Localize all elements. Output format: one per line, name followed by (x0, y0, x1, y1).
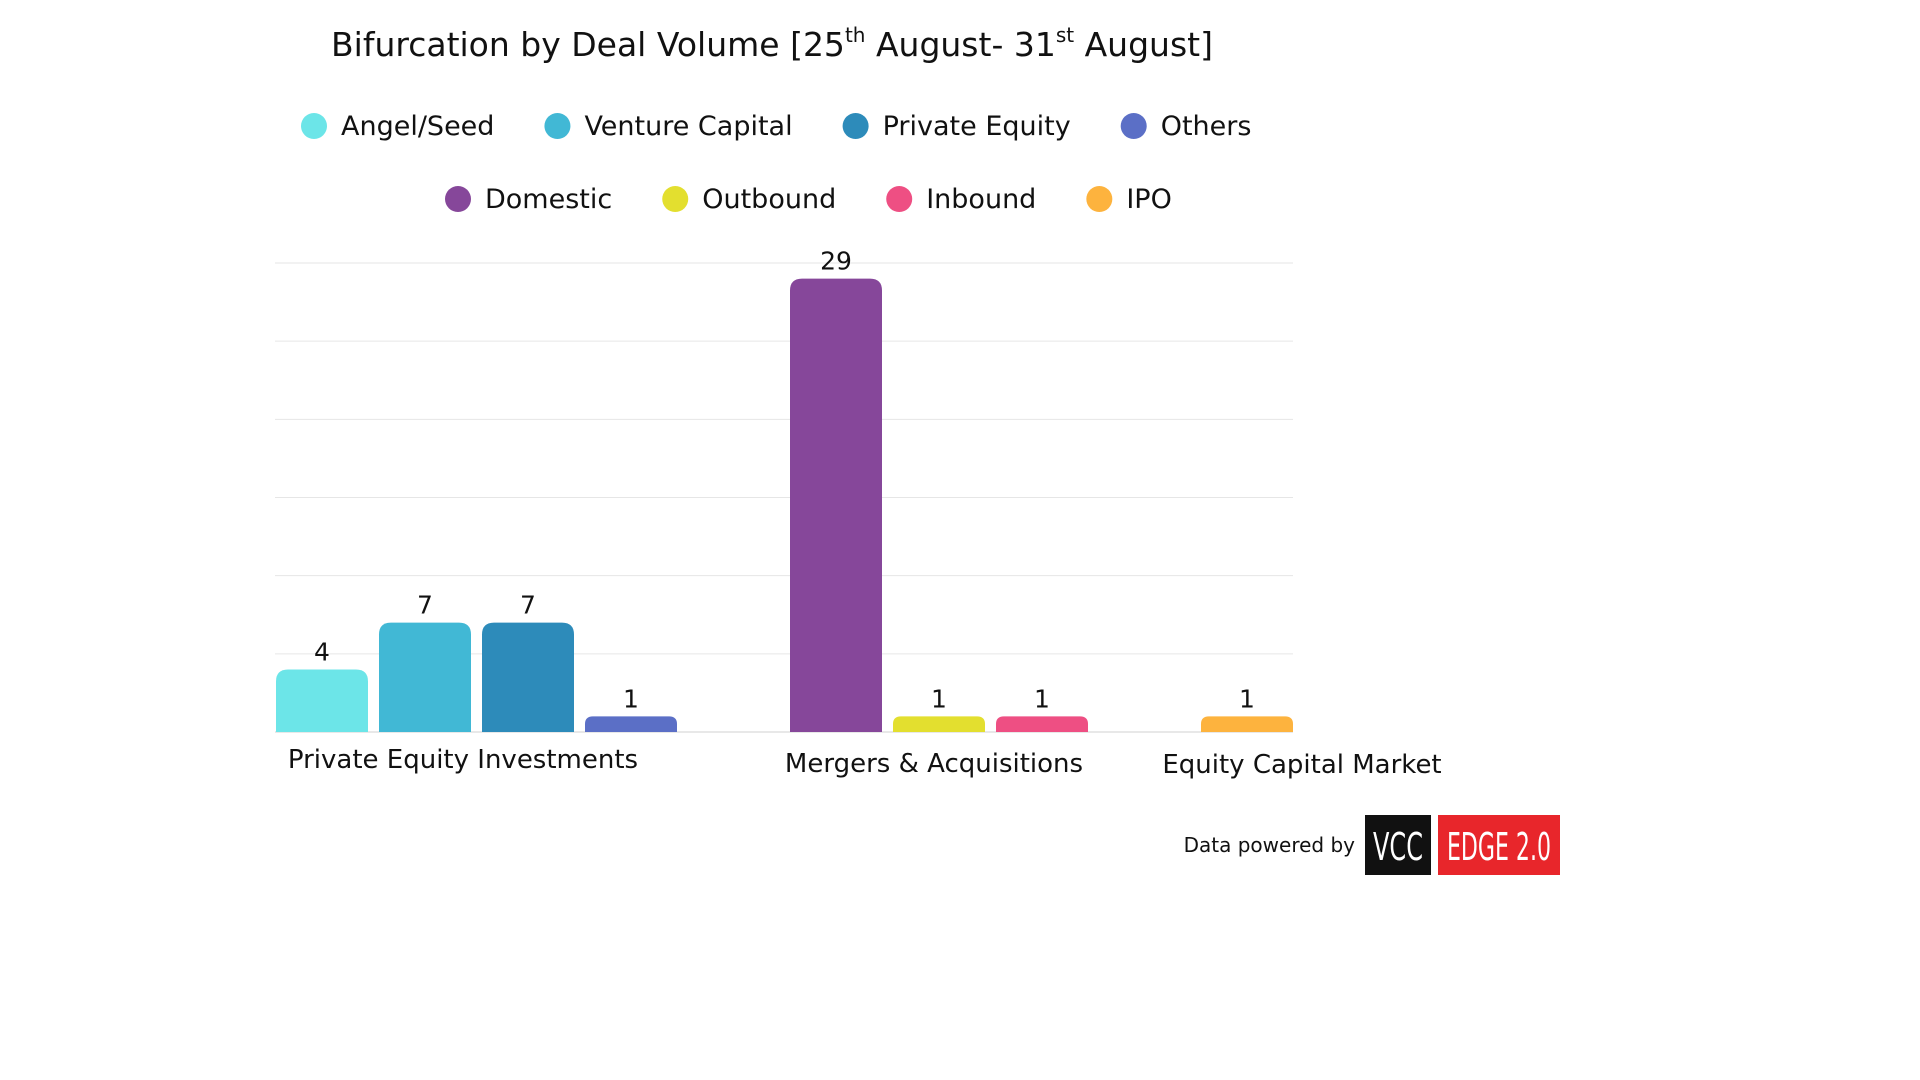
data-label-private-equity: 7 (520, 591, 536, 620)
bars (276, 279, 1293, 732)
legend-item-domestic: Domestic (445, 184, 612, 215)
bar-outbound (893, 716, 985, 732)
legend-item-angel-seed: Angel/Seed (301, 111, 494, 142)
legend-label: Angel/Seed (341, 111, 494, 142)
category-label-private-equity-investments: Private Equity Investments (288, 745, 638, 775)
bar-angel-seed (276, 669, 368, 732)
legend-label: Inbound (926, 184, 1036, 215)
data-label-venture-capital: 7 (417, 591, 433, 620)
legend-item-ipo: IPO (1086, 184, 1172, 215)
edge-logo-text: EDGE 2.0 (1447, 825, 1551, 869)
vcc-logo-text: VCC (1373, 825, 1423, 869)
footer: Data powered by VCC EDGE 2.0 (1184, 815, 1560, 875)
legend-item-venture-capital: Venture Capital (544, 111, 792, 142)
legend-label: Outbound (702, 184, 836, 215)
category-label-equity-capital-market: Equity Capital Market (1162, 750, 1441, 780)
category-labels: Private Equity Investments Mergers & Acqu… (288, 745, 1442, 780)
legend-label: Private Equity (883, 111, 1071, 142)
legend-label: Others (1161, 111, 1252, 142)
bar-others (585, 716, 677, 732)
legend-item-inbound: Inbound (886, 184, 1036, 215)
chart-title-sup-1: th (845, 23, 866, 47)
legend-swatch (886, 186, 912, 212)
chart-title-part-c: August] (1074, 25, 1213, 64)
chart: Bifurcation by Deal Volume [25th August-… (0, 0, 1568, 882)
data-label-domestic: 29 (820, 247, 852, 276)
chart-title: Bifurcation by Deal Volume [25th August-… (331, 23, 1213, 64)
legend-swatch (1121, 113, 1147, 139)
legend-item-outbound: Outbound (662, 184, 836, 215)
data-label-inbound: 1 (1034, 684, 1050, 713)
legend-swatch (445, 186, 471, 212)
legend-swatch (843, 113, 869, 139)
legend-label: Domestic (485, 184, 612, 215)
legend-label: Venture Capital (584, 111, 792, 142)
data-label-outbound: 1 (931, 684, 947, 713)
chart-title-part-b: August- 31 (865, 25, 1055, 64)
legend-swatch (1086, 186, 1112, 212)
chart-title-sup-2: st (1056, 23, 1074, 47)
powered-by-label: Data powered by (1184, 833, 1356, 857)
category-label-mergers-acquisitions: Mergers & Acquisitions (785, 749, 1083, 779)
bar-private-equity (482, 623, 574, 732)
data-label-others: 1 (623, 684, 639, 713)
bar-domestic (790, 279, 882, 732)
legend-swatch (544, 113, 570, 139)
chart-title-part-a: Bifurcation by Deal Volume [25 (331, 25, 845, 64)
legend-item-others: Others (1121, 111, 1252, 142)
legend-item-private-equity: Private Equity (843, 111, 1071, 142)
bar-venture-capital (379, 623, 471, 732)
legend-swatch (301, 113, 327, 139)
bar-inbound (996, 716, 1088, 732)
data-label-angel-seed: 4 (314, 637, 330, 666)
legend-label: IPO (1126, 184, 1172, 215)
legend-swatch (662, 186, 688, 212)
legend: Angel/Seed Venture Capital Private Equity O… (301, 111, 1251, 215)
bar-ipo (1201, 716, 1293, 732)
data-label-ipo: 1 (1239, 684, 1255, 713)
